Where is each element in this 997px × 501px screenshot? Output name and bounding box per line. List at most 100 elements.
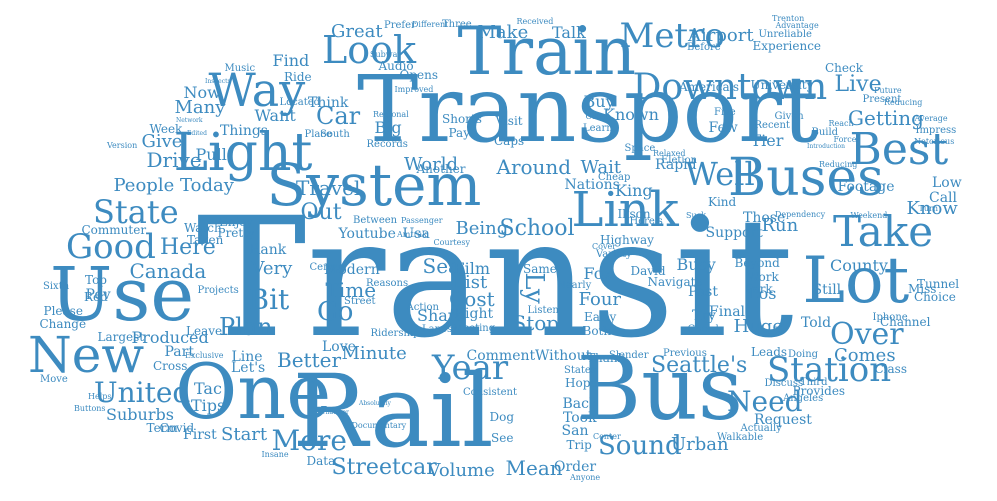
word-told: Told [801, 315, 832, 331]
word-go: Go [317, 297, 354, 327]
word-actually: Actually [740, 423, 782, 434]
word-around: Around [496, 155, 572, 179]
word-usa: Usa [402, 226, 430, 242]
word-park: Park [745, 282, 773, 296]
word-rail: Rail [292, 353, 494, 470]
word-pretty: Pretty [217, 226, 255, 240]
word-streetcar: Streetcar [331, 455, 437, 480]
word-list: List [453, 272, 488, 293]
word-helps: Helps [88, 392, 112, 401]
word-world: World [404, 154, 458, 175]
word-ly: Ly [518, 272, 549, 304]
word-move: Move [40, 374, 68, 385]
word-urban: Urban [671, 434, 729, 455]
word-airport: Airport [688, 25, 754, 46]
word-variety: Variety [596, 249, 632, 260]
word-documentary: Documentary [351, 421, 407, 430]
word-one: One [175, 347, 332, 436]
word-leave: Leave [186, 324, 223, 338]
word-future: Future [874, 86, 902, 95]
word-let-s: Let's [231, 360, 266, 376]
word-channel: Channel [880, 315, 931, 329]
word-buy: Buy [583, 92, 615, 111]
word-many: Many [174, 97, 226, 118]
word-angeles: Angeles [783, 393, 824, 404]
word-getting: Getting [848, 106, 924, 130]
word-took: Took [563, 410, 597, 426]
word-lanes: Lanes [422, 324, 453, 335]
word-audio: Audio [378, 59, 414, 73]
word-past: Past [688, 284, 718, 300]
word-out: Out [300, 200, 342, 225]
word-space: Space [624, 143, 656, 154]
word-change: Change [39, 317, 87, 331]
word-recent: Recent [754, 120, 790, 131]
word-absolutely: Absolutely [359, 400, 391, 407]
word-eletion: Eletion [661, 155, 698, 166]
word-use: Use [50, 252, 195, 338]
word-call: Call [929, 190, 958, 206]
word-given: Given [774, 111, 804, 122]
word-david: David [630, 264, 666, 278]
word-census: Census [309, 262, 347, 273]
word-weekend: Weekend [850, 211, 888, 220]
word-unreliable: Unreliable [758, 29, 812, 40]
word-without: Without [535, 348, 592, 364]
word-talk: Talk [552, 23, 586, 42]
word-opens: Opens [399, 68, 439, 82]
word-those: Those [743, 210, 786, 226]
word-amtrak: Amtrak [397, 230, 428, 239]
word-leads: Leads [751, 345, 788, 359]
word-great: Great [331, 21, 383, 42]
word-introduction: Introduction [807, 143, 845, 150]
word-highway: Highway [600, 233, 654, 247]
word-largest: Largest [97, 330, 145, 344]
word-pay: Pay [448, 126, 470, 140]
word-thank: Thank [587, 351, 625, 365]
word-regional: Regional [373, 110, 409, 119]
word-choice: Choice [914, 290, 956, 304]
word-bit: Bit [248, 283, 290, 316]
word-check: Check [825, 61, 864, 75]
word-beyond: Beyond [734, 256, 780, 270]
word-light: Light [173, 123, 313, 183]
word-love: Love [322, 339, 356, 355]
word-cover: Cover [592, 242, 617, 251]
word-take: Take [833, 207, 934, 256]
word-early: Early [584, 310, 617, 324]
word-reach: Reach [828, 119, 854, 128]
word-pull: Pull [195, 145, 227, 164]
word-pov: Pov [85, 287, 111, 303]
word-san: San [561, 423, 589, 439]
word-force: Force [833, 135, 857, 144]
word-mean: Mean [505, 456, 563, 480]
word-please: Please [43, 304, 83, 318]
word-united: United [94, 376, 191, 409]
word-car: Car [316, 102, 361, 130]
word-county: County [830, 256, 888, 275]
word-better: Better [277, 348, 342, 372]
word-listen: Listen [527, 305, 559, 316]
word-station: Station [767, 350, 892, 390]
word-give: Give [141, 131, 183, 152]
word-suck: Suck [686, 211, 706, 220]
word-big: Big [374, 118, 402, 137]
word-stop: Stop [512, 311, 560, 335]
word-located: Located [279, 97, 321, 108]
word-visit: Visit [495, 114, 523, 128]
word-three: Three [442, 19, 472, 30]
word-buttons: Buttons [74, 404, 106, 413]
word-doing: Doing [788, 349, 819, 360]
word-produced: Produced [131, 328, 209, 347]
word-third: Third [800, 377, 828, 388]
word-caps: Caps [494, 134, 525, 148]
word-different: Different [412, 20, 449, 29]
word-four: Four [578, 289, 622, 310]
word-still: Still [812, 282, 842, 298]
word-university: University [750, 78, 814, 92]
word-meeting: Meeting [453, 323, 496, 334]
word-music: Music [224, 63, 256, 74]
word-comes: Comes [834, 345, 896, 366]
word-look: Look [322, 28, 417, 72]
word-busy: Busy [676, 255, 716, 274]
